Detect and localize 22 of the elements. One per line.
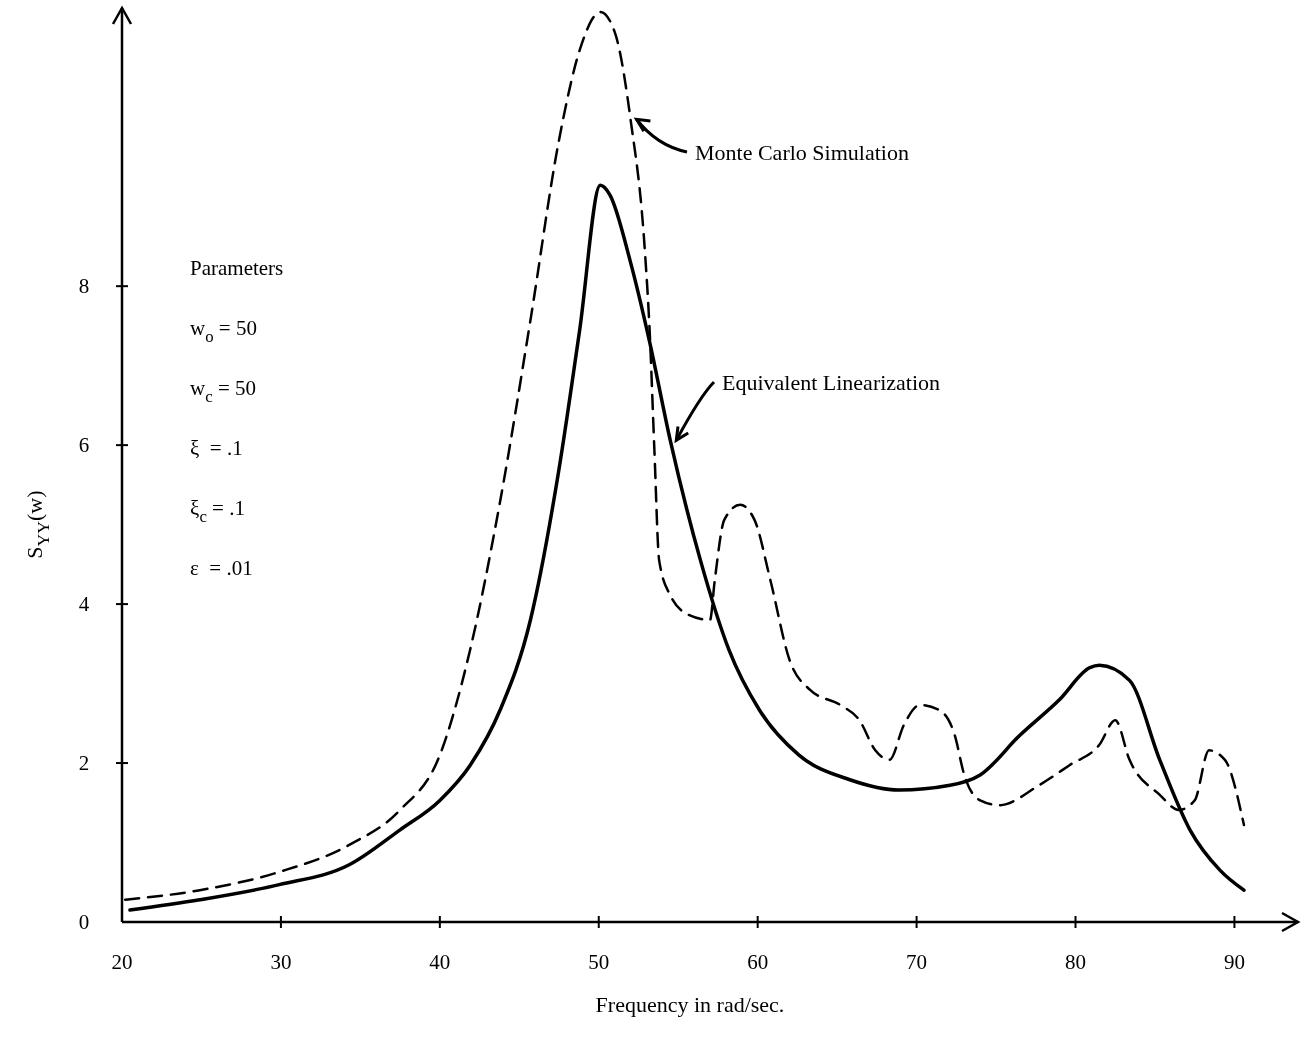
annotation: w$_{c}$ = 50 xyxy=(190,376,256,406)
y-tick-label: 0 xyxy=(78,910,90,934)
annotation: ε = .01 xyxy=(190,556,253,580)
text: Equivalent Linearization xyxy=(722,370,941,395)
x-tick-label: 90 xyxy=(1223,950,1245,974)
annotation: ξ$_{c}$ = .1 xyxy=(190,496,245,526)
text: Monte Carlo Simulation xyxy=(695,140,909,165)
y-tick-label: 6 xyxy=(78,433,90,458)
x-tick-label: 60 xyxy=(747,950,769,974)
annotation: ξ = .1 xyxy=(190,436,243,460)
y-tick-label: 4 xyxy=(78,592,90,617)
x-tick-label: 20 xyxy=(111,950,133,974)
x-tick-label: 70 xyxy=(906,950,928,974)
annotation: w$_{o}$ = 50 xyxy=(190,316,257,346)
y-tick-label: 8 xyxy=(78,274,90,299)
x-tick-label: 30 xyxy=(270,950,292,974)
x-axis-title: Frequency in rad/sec. xyxy=(595,992,785,1017)
annotation: Parameters xyxy=(190,256,284,280)
x-tick-label: 50 xyxy=(588,950,610,974)
x-tick-label: 80 xyxy=(1065,950,1087,974)
x-tick-label: 40 xyxy=(429,950,451,974)
y-tick-label: 2 xyxy=(78,751,90,776)
